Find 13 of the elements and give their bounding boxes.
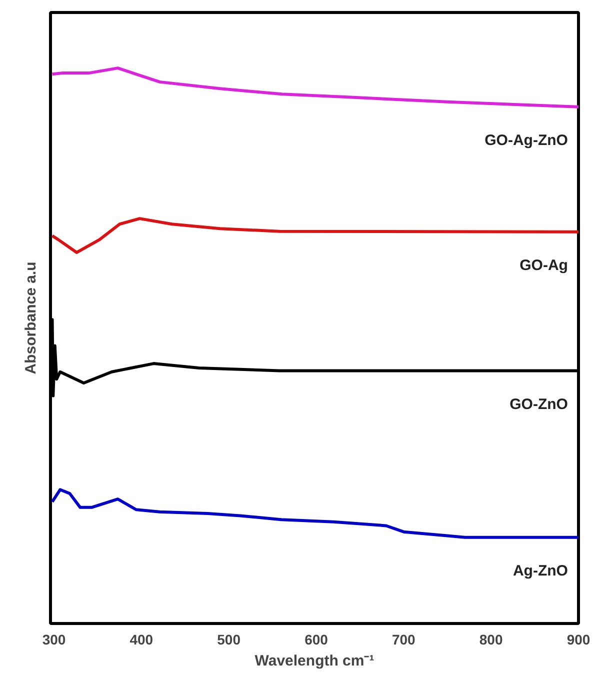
x-tick-label: 700	[392, 632, 416, 648]
series-label: GO-Ag	[520, 257, 568, 274]
x-tick-label: 500	[217, 632, 241, 648]
x-tick-label: 900	[566, 632, 590, 648]
series-label: GO-Ag-ZnO	[484, 132, 568, 150]
y-axis-title: Absorbance a.u	[22, 262, 40, 374]
x-tick-label: 300	[42, 632, 66, 648]
series-label: Ag-ZnO	[512, 562, 568, 580]
x-tick-label: 800	[479, 632, 503, 648]
x-tick-label: 600	[304, 632, 328, 648]
series-label: GO-ZnO	[510, 396, 568, 413]
x-axis-title: Wavelength cm⁻¹	[254, 652, 374, 670]
x-tick-label: 400	[130, 632, 154, 648]
